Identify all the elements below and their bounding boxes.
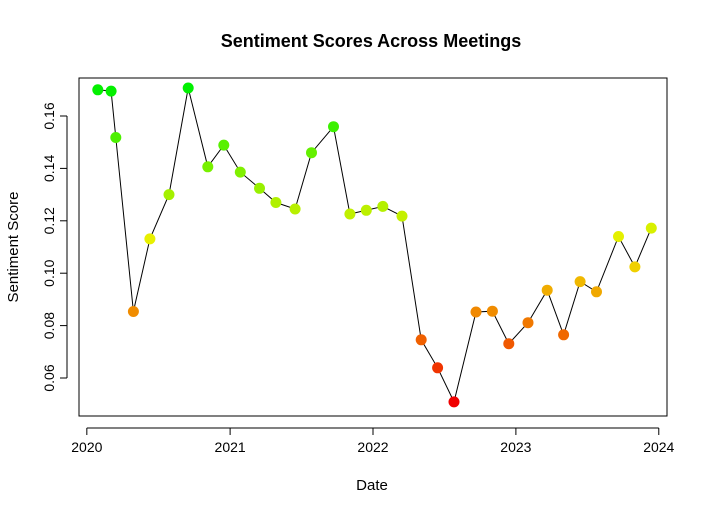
data-point — [254, 182, 265, 194]
data-point — [629, 261, 641, 273]
data-point — [202, 161, 214, 173]
data-point — [144, 233, 156, 245]
data-point — [645, 222, 657, 234]
data-point — [522, 317, 534, 329]
series-line — [97, 87, 652, 404]
data-point — [377, 200, 389, 212]
x-axis: 2020 2021 2022 2023 2024 — [71, 427, 675, 455]
data-point — [289, 203, 301, 215]
x-tick-label: 2021 — [215, 439, 246, 455]
data-point — [270, 197, 282, 208]
data-point — [541, 284, 553, 296]
data-point — [558, 329, 570, 341]
data-point — [396, 210, 408, 222]
data-point — [218, 139, 230, 151]
data-point — [344, 208, 356, 220]
x-tick-label: 2020 — [71, 439, 102, 455]
data-point — [105, 85, 117, 97]
y-tick-label: 0.06 — [41, 364, 57, 391]
x-tick-label: 2024 — [643, 439, 674, 455]
data-point — [306, 147, 317, 159]
data-point — [234, 166, 246, 178]
x-tick-label: 2022 — [357, 439, 388, 455]
data-point — [470, 306, 482, 318]
x-tick-label: 2023 — [500, 439, 531, 455]
data-point — [448, 396, 460, 408]
plot-frame — [78, 77, 668, 417]
y-tick-label: 0.12 — [41, 207, 57, 234]
y-tick-label: 0.14 — [41, 155, 57, 182]
data-points — [92, 82, 657, 408]
data-point — [328, 121, 339, 133]
data-point — [110, 132, 122, 143]
y-axis-label: Sentiment Score — [5, 192, 22, 303]
data-point — [163, 189, 175, 201]
data-point — [92, 84, 104, 96]
data-point — [182, 82, 194, 94]
data-point — [486, 305, 498, 317]
data-point — [415, 334, 427, 346]
series-polyline — [97, 87, 652, 404]
data-point — [613, 231, 624, 242]
y-axis: 0.06 0.08 0.10 0.12 0.14 0.16 — [41, 102, 68, 392]
y-tick-label: 0.10 — [41, 259, 57, 286]
x-axis-label: Date — [356, 477, 388, 494]
chart-title: Sentiment Scores Across Meetings — [221, 31, 521, 51]
y-tick-label: 0.08 — [41, 312, 57, 339]
data-point — [503, 338, 515, 350]
y-tick-label: 0.16 — [41, 102, 57, 129]
data-point — [432, 362, 444, 374]
data-point — [574, 276, 586, 288]
data-point — [360, 204, 372, 216]
data-point — [591, 286, 602, 298]
data-point — [127, 306, 139, 317]
